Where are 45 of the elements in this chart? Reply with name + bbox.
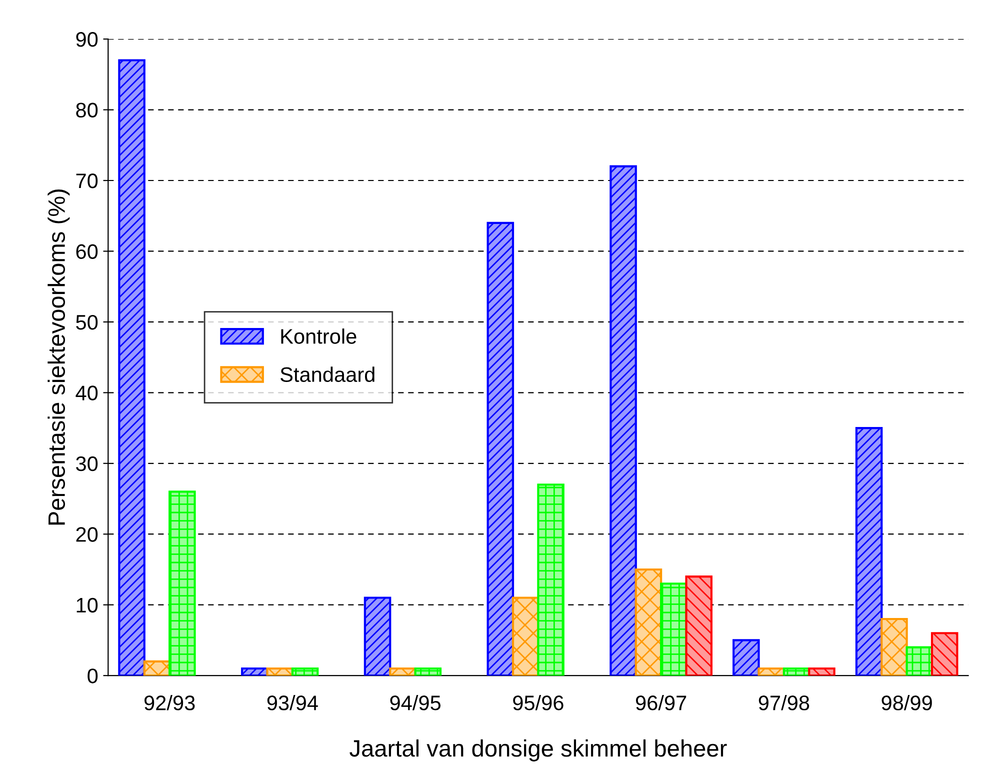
bar bbox=[930, 632, 958, 676]
y-tick-label: 10 bbox=[76, 598, 98, 613]
bar bbox=[364, 596, 392, 676]
bar bbox=[685, 576, 712, 676]
x-axis-title: Jaartal van donsige skimmel beheer bbox=[350, 739, 727, 762]
legend-label: Kontrole bbox=[281, 328, 356, 344]
bar bbox=[758, 667, 785, 676]
bar bbox=[732, 639, 760, 676]
bar bbox=[291, 667, 319, 676]
bar bbox=[782, 667, 810, 676]
bar bbox=[906, 646, 934, 676]
y-axis-title: Persentasie siektevoorkoms (%) bbox=[48, 189, 70, 525]
x-tick-label: 92/93 bbox=[144, 695, 195, 710]
y-tick-label: 90 bbox=[76, 32, 98, 47]
bar bbox=[855, 426, 883, 676]
y-tick-label: 40 bbox=[76, 386, 98, 400]
x-tick-label: 97/98 bbox=[758, 695, 810, 710]
x-tick-label: 95/96 bbox=[513, 695, 564, 710]
bar bbox=[808, 667, 836, 676]
bar bbox=[414, 667, 442, 676]
y-tick-label: 0 bbox=[88, 668, 98, 684]
x-tick-label: 96/97 bbox=[636, 695, 686, 710]
bar bbox=[168, 490, 196, 676]
bar bbox=[486, 222, 514, 676]
y-tick-label: 50 bbox=[76, 314, 98, 330]
bar bbox=[241, 667, 268, 676]
x-tick-label: 98/99 bbox=[882, 695, 932, 710]
y-tick-label: 60 bbox=[76, 244, 98, 259]
legend-label: Standaard bbox=[280, 366, 374, 382]
y-tick-label: 30 bbox=[76, 456, 98, 472]
bar bbox=[634, 568, 662, 676]
bar bbox=[389, 667, 416, 676]
bar bbox=[610, 165, 637, 676]
y-tick-label: 80 bbox=[76, 102, 98, 118]
bar bbox=[143, 660, 171, 676]
x-tick-label: 94/95 bbox=[390, 695, 441, 710]
x-tick-label: 93/94 bbox=[267, 695, 318, 710]
y-tick-label: 70 bbox=[76, 174, 98, 188]
bar bbox=[266, 667, 294, 676]
bar bbox=[512, 596, 540, 676]
bar bbox=[880, 618, 908, 676]
bar bbox=[660, 582, 688, 676]
bar bbox=[118, 59, 146, 676]
y-tick-label: 20 bbox=[76, 527, 98, 542]
bar bbox=[537, 484, 564, 676]
